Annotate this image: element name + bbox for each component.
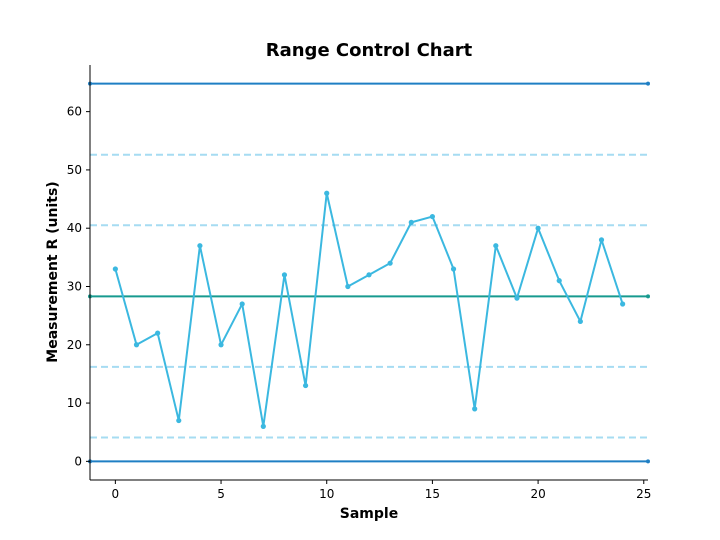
reference-line-end-right	[646, 294, 650, 299]
chart-title: Range Control Chart	[266, 40, 473, 61]
y-tick-label: 20	[67, 338, 82, 352]
data-point	[302, 382, 309, 389]
data-point	[472, 406, 478, 412]
data-point	[324, 190, 330, 196]
x-tick-label: 0	[112, 487, 120, 501]
series-line	[114, 192, 624, 428]
data-point	[556, 278, 562, 284]
x-tick-label: 20	[530, 487, 545, 501]
data-point	[493, 243, 499, 249]
data-point	[366, 272, 372, 278]
x-ticks: 0 5 10 15 20 25	[112, 480, 651, 501]
data-point	[239, 301, 245, 307]
data-point	[345, 283, 351, 290]
data-point	[429, 213, 436, 220]
data-point	[535, 225, 541, 231]
y-tick-label: 30	[67, 279, 82, 293]
data-point	[197, 243, 203, 249]
data-point	[281, 272, 288, 278]
data-point	[387, 260, 393, 266]
data-point	[450, 266, 457, 272]
axes	[89, 65, 648, 481]
y-tick-label: 50	[67, 163, 82, 177]
y-ticks: 0 10 20 30 40 50 60	[67, 105, 90, 468]
data-point	[176, 417, 182, 424]
data-point	[155, 330, 161, 336]
reference-lines	[88, 81, 650, 464]
data-point	[620, 301, 626, 307]
y-tick-label: 60	[67, 105, 82, 119]
x-tick-label: 10	[319, 487, 334, 501]
x-tick-label: 5	[217, 487, 225, 501]
reference-line-end-right	[646, 81, 650, 86]
x-axis-title: Sample	[340, 506, 398, 522]
x-tick-label: 15	[425, 487, 440, 501]
y-tick-label: 10	[67, 396, 82, 410]
data-point	[260, 423, 266, 429]
reference-line-end-right	[646, 459, 650, 464]
data-point	[133, 342, 140, 348]
y-axis-title: Measurement R (units)	[45, 181, 61, 362]
y-tick-label: 40	[67, 221, 82, 235]
data-point	[514, 295, 520, 301]
data-point	[112, 266, 118, 272]
data-series	[112, 190, 626, 429]
data-point	[218, 342, 224, 348]
data-point	[577, 318, 583, 325]
y-tick-label: 0	[74, 454, 82, 468]
data-point	[598, 237, 605, 243]
x-tick-label: 25	[636, 487, 651, 501]
data-point	[408, 219, 414, 225]
